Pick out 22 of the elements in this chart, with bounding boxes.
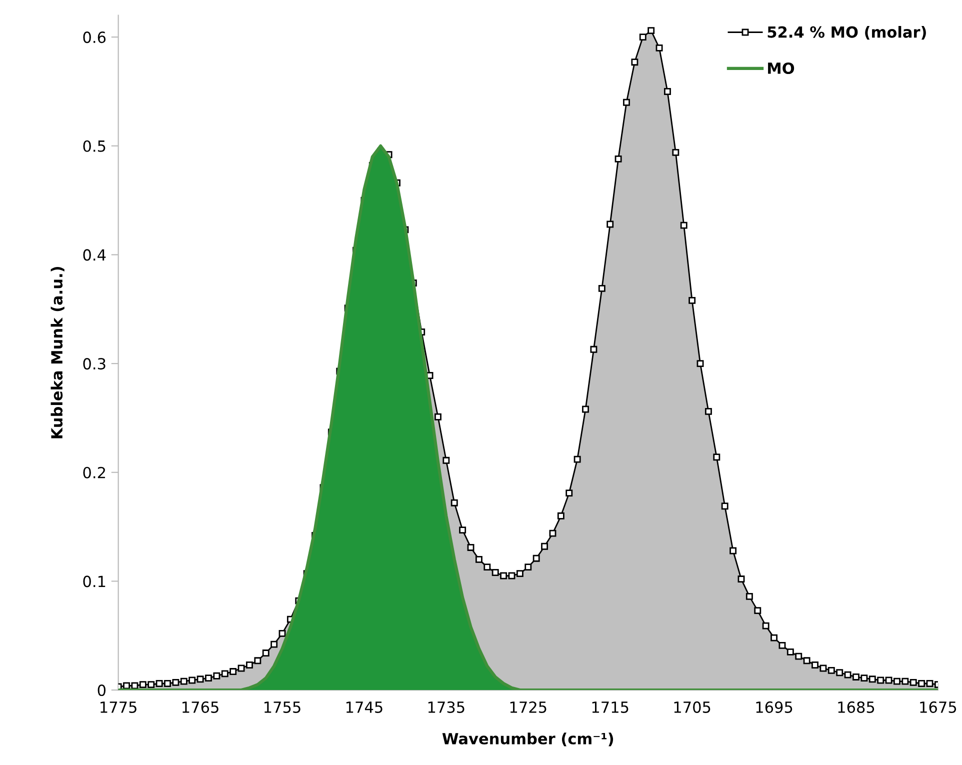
y-axis-title: Kubleka Munk (a.u.) (50, 266, 64, 438)
y-tick-label: 0.1 (83, 576, 106, 588)
y-tick-label: 0.4 (83, 249, 106, 261)
y-tick-label: 0.6 (83, 32, 106, 44)
y-tick-label: 0.2 (83, 466, 105, 478)
x-tick-label: 1685 (838, 701, 874, 713)
x-tick-label: 1695 (756, 701, 792, 713)
x-axis-title: Wavenumber (cm⁻¹) (442, 732, 614, 746)
x-tick-label: 1745 (346, 702, 382, 713)
legend-label: MO (768, 62, 794, 74)
y-tick-label: 0.3 (83, 358, 106, 370)
legend-label: 52.4 % MO (molar) (768, 26, 926, 40)
y-tick-label: 0.5 (83, 140, 106, 152)
x-tick-label: 1755 (264, 702, 300, 713)
x-tick-label: 1775 (100, 702, 136, 713)
x-tick-label: 1735 (428, 701, 464, 713)
y-tick-label: 0 (98, 684, 106, 696)
x-tick-label: 1705 (674, 701, 710, 713)
x-tick-label: 1725 (510, 701, 546, 713)
x-tick-label: 1675 (920, 701, 956, 713)
x-tick-label: 1765 (182, 701, 218, 713)
x-tick-label: 1715 (592, 702, 628, 713)
